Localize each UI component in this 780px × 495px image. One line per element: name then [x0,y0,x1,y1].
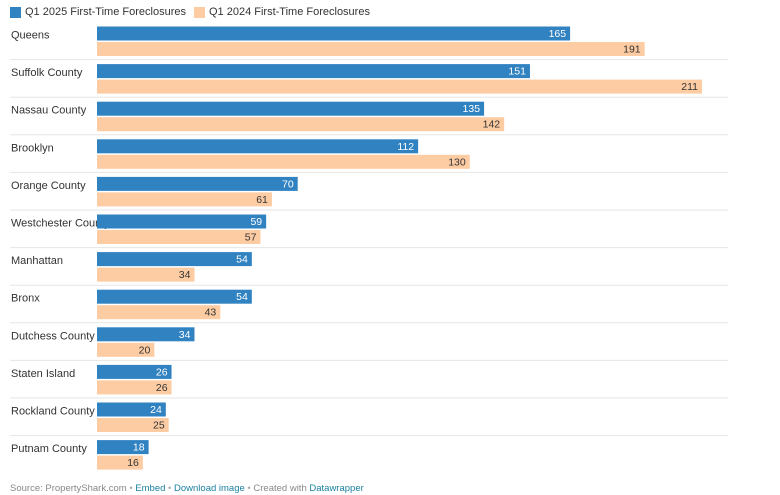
download-image-link[interactable]: Download image [174,483,245,494]
category-label: Dutchess County [11,330,95,342]
legend: Q1 2025 First-Time Foreclosures Q1 2024 … [10,5,378,19]
value-label-2024: 211 [681,81,698,93]
value-label-2025: 54 [236,254,248,266]
value-label-2024: 20 [139,344,151,356]
bar-2024 [97,267,195,282]
category-label: Rockland County [11,406,95,418]
value-label-2025: 70 [282,178,294,190]
bar-2025 [97,139,419,154]
category-label: Brooklyn [11,142,54,154]
value-label-2024: 26 [156,382,168,394]
value-label-2025: 54 [236,291,248,303]
legend-item-2025: Q1 2025 First-Time Foreclosures [10,6,186,18]
bar-2024 [97,342,155,357]
category-label: Putnam County [11,443,87,455]
category-label: Suffolk County [11,67,83,79]
value-label-2025: 135 [463,103,481,115]
value-label-2024: 61 [256,194,268,206]
legend-swatch-2024 [193,6,205,18]
value-label-2024: 191 [623,44,641,56]
value-label-2024: 34 [179,269,191,281]
legend-swatch-2025 [10,6,21,18]
category-label: Westchester County [11,218,110,230]
value-label-2024: 142 [483,119,501,131]
bar-2025 [97,64,530,79]
bar-2025 [97,364,172,379]
bar-2024 [97,192,272,207]
value-label-2025: 34 [179,329,191,341]
category-label: Staten Island [11,368,75,380]
bar-2025 [97,176,298,191]
bar-2024 [97,42,645,56]
bar-2024 [97,230,261,244]
embed-link[interactable]: Embed [135,483,166,494]
bar-2024 [97,418,169,432]
bar-2024 [97,455,143,470]
bar-2024 [97,79,702,94]
footer: Source: PropertyShark.com • Embed • Down… [10,483,364,494]
bar-2025 [97,440,149,455]
footer-separator: • [129,483,136,494]
value-label-2024: 130 [448,156,466,168]
category-label: Orange County [11,180,86,192]
value-label-2024: 43 [205,307,217,319]
legend-item-2024: Q1 2024 First-Time Foreclosures [193,6,370,18]
value-label-2025: 26 [156,366,168,378]
bar-2025 [97,327,195,342]
category-label: Manhattan [11,255,63,267]
bar-2025 [97,101,485,116]
bar-chart: Queens 165 191 Suffolk County 151 211 Nassau C… [10,26,728,470]
legend-label-2024: Q1 2024 First-Time Foreclosures [208,6,370,18]
bar-2025 [97,402,166,417]
bar-2024 [97,154,470,169]
bar-2024 [97,305,221,320]
bar-2024 [97,117,505,132]
value-label-2025: 165 [549,28,567,40]
category-label: Bronx [11,293,40,305]
value-label-2025: 18 [133,442,145,454]
datawrapper-link[interactable]: Datawrapper [309,483,364,494]
bar-2024 [97,380,172,395]
bar-2025 [97,252,252,267]
bar-2025 [97,289,252,304]
footer-created-with: Created with [253,483,307,494]
bar-2025 [97,26,571,41]
value-label-2024: 57 [245,232,257,244]
footer-separator: • [168,483,175,494]
category-label: Nassau County [11,105,87,117]
value-label-2025: 151 [508,66,526,78]
legend-label-2025: Q1 2025 First-Time Foreclosures [25,6,186,18]
category-label: Queens [11,30,50,42]
value-label-2025: 112 [397,141,414,153]
bar-2025 [97,214,267,229]
value-label-2025: 59 [250,216,262,228]
footer-separator: • [247,483,254,494]
footer-source: Source: PropertyShark.com [10,483,127,494]
value-label-2024: 25 [153,420,165,432]
value-label-2024: 16 [127,457,139,469]
value-label-2025: 24 [150,404,162,416]
